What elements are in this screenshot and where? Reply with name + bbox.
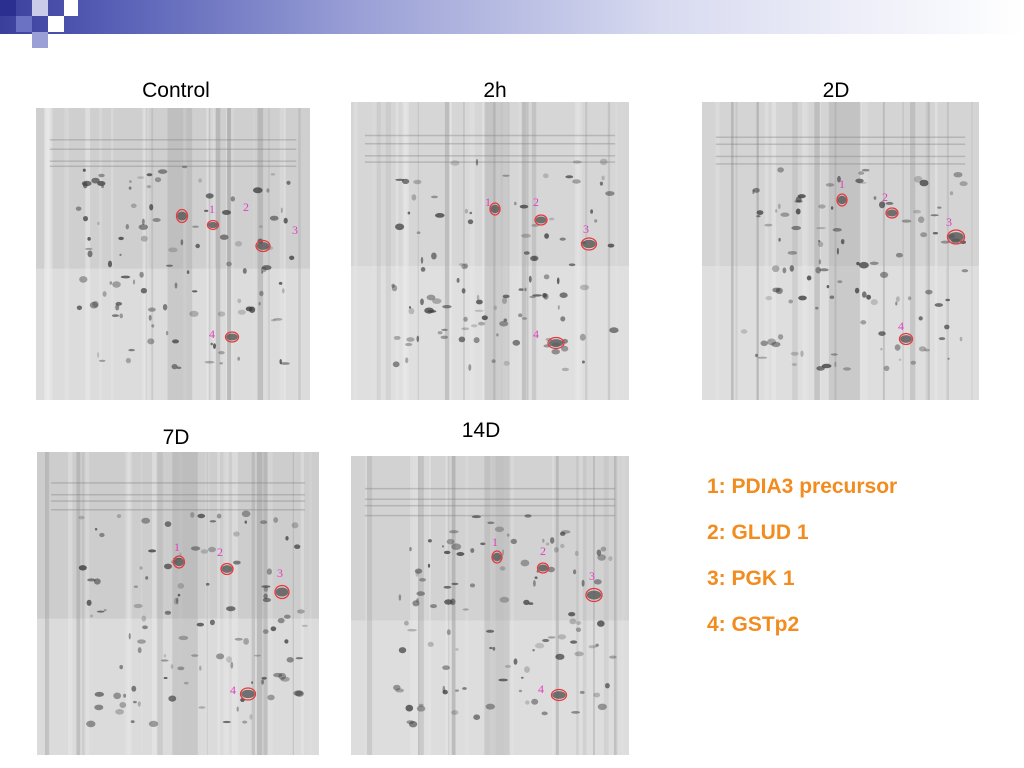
spot-circle-3 xyxy=(585,587,603,603)
protein-legend: 1: PDIA3 precursor 2: GLUD 1 3: PGK 1 4:… xyxy=(707,472,897,656)
panel-title-7d: 7D xyxy=(162,426,190,449)
spot-circle-1 xyxy=(491,550,503,564)
spot-label-1: 1 xyxy=(209,202,215,216)
gel-svg: 1 2 3 4 xyxy=(351,102,629,400)
gel-image-2h: 1 2 3 4 xyxy=(351,102,629,400)
gel-image-control: 1 2 3 4 xyxy=(36,108,310,400)
header-square xyxy=(64,0,78,16)
legend-item-pdia3: 1: PDIA3 precursor xyxy=(707,475,898,498)
header-square xyxy=(0,0,16,16)
spot-circle-3 xyxy=(580,237,598,251)
spot-label-2: 2 xyxy=(217,545,223,559)
spot-label-1: 1 xyxy=(839,177,845,191)
spot-label-4: 4 xyxy=(898,319,904,333)
spot-label-2: 2 xyxy=(243,200,249,214)
spot-circle-2 xyxy=(220,562,234,576)
spot-circle-1 xyxy=(836,193,848,207)
spot-label-4: 4 xyxy=(209,327,215,341)
spot-circle-2 xyxy=(534,214,548,226)
spot-label-3: 3 xyxy=(277,566,283,580)
legend-item-glud1: 2: GLUD 1 xyxy=(707,521,809,544)
spot-circle-2 xyxy=(885,207,899,219)
gel-image-7d: 1 2 3 4 xyxy=(37,452,319,755)
spot-label-3: 3 xyxy=(583,222,589,236)
legend-item-gstp2: 4: GSTp2 xyxy=(707,613,800,636)
spot-circle-4 xyxy=(547,336,565,350)
spot-label-3: 3 xyxy=(946,215,952,229)
spot-circle-3 xyxy=(255,239,271,253)
panel-title-control: Control xyxy=(142,79,210,102)
spot-label-1: 1 xyxy=(492,535,498,549)
spot-circle-1 xyxy=(175,208,189,224)
spot-circle-4 xyxy=(224,331,240,343)
spot-label-3: 3 xyxy=(589,569,595,583)
spot-label-3: 3 xyxy=(292,223,298,237)
spot-label-2: 2 xyxy=(882,190,888,204)
spot-label-4: 4 xyxy=(230,683,236,697)
header-square xyxy=(32,0,48,16)
panel-title-2h: 2h xyxy=(483,79,507,102)
spot-circle-1 xyxy=(172,555,186,569)
gel-svg: 1 2 3 4 xyxy=(37,452,319,755)
gel-image-2d: 1 2 3 4 xyxy=(702,102,979,400)
spot-circle-4 xyxy=(898,332,914,346)
spot-circle-1 xyxy=(489,202,501,216)
spot-circle-2 xyxy=(536,562,550,574)
panel-title-2d: 2D xyxy=(822,79,850,102)
gel-image-14d: 1 2 3 4 xyxy=(351,456,629,755)
spot-label-4: 4 xyxy=(533,327,539,341)
header-gradient-bar xyxy=(0,0,1024,34)
spot-label-2: 2 xyxy=(540,544,546,558)
spot-label-4: 4 xyxy=(538,682,544,696)
gel-svg: 1 2 3 4 xyxy=(702,102,979,400)
header-square xyxy=(32,32,48,48)
spot-circle-4 xyxy=(239,687,257,701)
spot-label-2: 2 xyxy=(533,195,539,209)
spot-label-1: 1 xyxy=(485,195,491,209)
spot-circle-2 xyxy=(206,219,220,231)
gel-svg: 1 2 3 4 xyxy=(36,108,310,400)
spot-circle-4 xyxy=(550,688,568,702)
panel-title-14d: 14D xyxy=(461,419,501,442)
spot-circle-3 xyxy=(274,584,290,600)
legend-item-pgk1: 3: PGK 1 xyxy=(707,567,795,590)
header-square xyxy=(48,16,64,32)
header-square xyxy=(16,16,32,32)
gel-svg: 1 2 3 4 xyxy=(351,456,629,755)
spot-circle-3 xyxy=(946,229,966,245)
spot-label-1: 1 xyxy=(174,540,180,554)
